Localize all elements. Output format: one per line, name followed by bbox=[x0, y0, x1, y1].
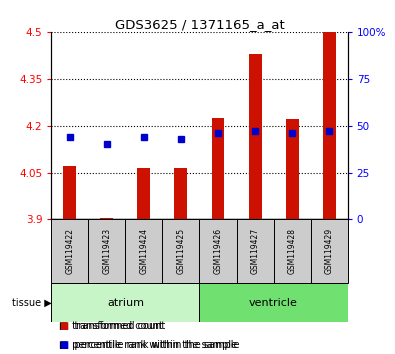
Text: percentile rank within the sample: percentile rank within the sample bbox=[69, 341, 237, 350]
FancyBboxPatch shape bbox=[274, 219, 310, 283]
Text: GSM119422: GSM119422 bbox=[65, 228, 74, 274]
Text: atrium: atrium bbox=[107, 298, 144, 308]
FancyBboxPatch shape bbox=[51, 219, 88, 283]
Bar bbox=[248, 54, 261, 219]
Text: tissue ▶: tissue ▶ bbox=[11, 298, 51, 308]
Text: transformed count: transformed count bbox=[69, 321, 163, 331]
Text: GSM119423: GSM119423 bbox=[102, 228, 111, 274]
Bar bbox=[323, 32, 336, 219]
Text: ■: ■ bbox=[59, 321, 68, 331]
FancyBboxPatch shape bbox=[199, 283, 348, 322]
Text: GSM119429: GSM119429 bbox=[325, 228, 334, 274]
FancyBboxPatch shape bbox=[310, 219, 348, 283]
Text: GSM119427: GSM119427 bbox=[250, 228, 260, 274]
Text: ■: ■ bbox=[59, 341, 68, 350]
Title: GDS3625 / 1371165_a_at: GDS3625 / 1371165_a_at bbox=[115, 18, 284, 31]
FancyBboxPatch shape bbox=[126, 219, 162, 283]
Text: ■  percentile rank within the sample: ■ percentile rank within the sample bbox=[59, 341, 240, 350]
Bar bbox=[100, 218, 113, 219]
Text: GSM119426: GSM119426 bbox=[213, 228, 222, 274]
Bar bbox=[211, 118, 224, 219]
Text: GSM119428: GSM119428 bbox=[288, 228, 297, 274]
Bar bbox=[175, 168, 188, 219]
FancyBboxPatch shape bbox=[199, 219, 237, 283]
Bar bbox=[286, 119, 299, 219]
Text: GSM119425: GSM119425 bbox=[177, 228, 186, 274]
FancyBboxPatch shape bbox=[51, 283, 199, 322]
Bar bbox=[63, 166, 76, 219]
FancyBboxPatch shape bbox=[88, 219, 126, 283]
Bar bbox=[137, 168, 150, 219]
Text: ventricle: ventricle bbox=[249, 298, 298, 308]
FancyBboxPatch shape bbox=[162, 219, 199, 283]
FancyBboxPatch shape bbox=[237, 219, 274, 283]
Text: ■  transformed count: ■ transformed count bbox=[59, 321, 166, 331]
Text: GSM119424: GSM119424 bbox=[139, 228, 149, 274]
